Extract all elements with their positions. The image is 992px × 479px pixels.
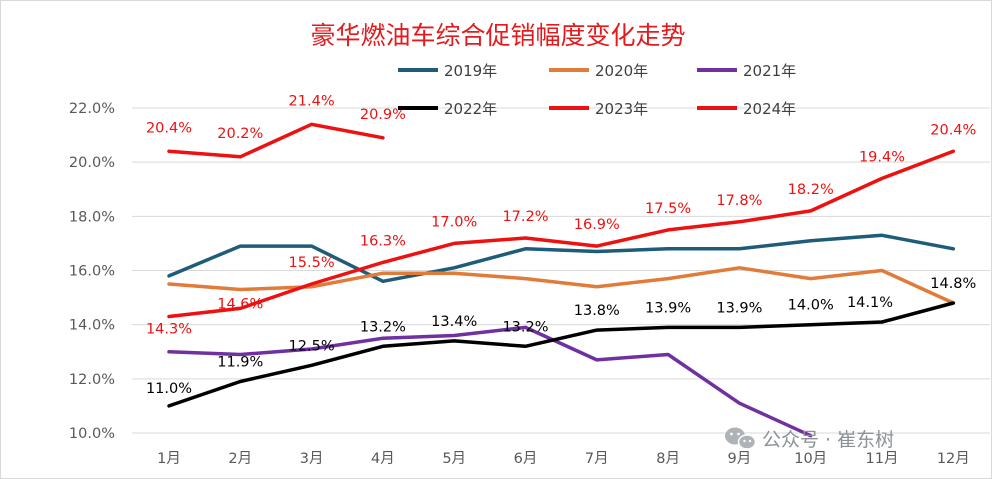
series-line-4 xyxy=(167,149,956,319)
legend: 2019年 2020年 2021年 2022年 2023年 2024年 xyxy=(398,62,796,118)
wechat-icon xyxy=(725,427,757,450)
data-label: 20.2% xyxy=(217,126,263,142)
x-tick-label: 6月 xyxy=(514,451,538,467)
data-label: 17.8% xyxy=(716,193,762,209)
x-tick-label: 3月 xyxy=(300,451,324,467)
chart-title: 豪华燃油车综合促销幅度变化走势 xyxy=(310,21,685,50)
y-tick-label: 20.0% xyxy=(69,155,115,171)
series-line-5 xyxy=(167,122,385,159)
watermark: 公众号 · 崔东树 xyxy=(725,427,894,451)
y-axis: 10.0% 12.0% 14.0% 16.0% 18.0% 20.0% 22.0% xyxy=(69,101,115,442)
data-label: 13.2% xyxy=(502,319,548,335)
y-tick-label: 16.0% xyxy=(69,264,115,280)
data-label: 13.8% xyxy=(574,303,620,319)
y-tick-label: 18.0% xyxy=(69,209,115,225)
data-label: 13.9% xyxy=(716,300,762,316)
data-label: 14.8% xyxy=(930,276,976,292)
x-tick-label: 5月 xyxy=(442,451,466,467)
data-label: 16.3% xyxy=(360,233,406,249)
data-label: 11.9% xyxy=(217,355,263,371)
legend-label-4: 2023年 xyxy=(595,100,648,118)
data-label: 13.4% xyxy=(431,314,477,330)
x-tick-label: 2月 xyxy=(228,451,252,467)
x-tick-label: 4月 xyxy=(371,451,395,467)
series-line-0 xyxy=(167,233,956,284)
legend-label-2: 2021年 xyxy=(743,62,796,80)
data-label: 20.9% xyxy=(360,107,406,123)
data-label: 14.0% xyxy=(788,298,834,314)
data-label: 14.6% xyxy=(217,296,263,312)
data-label: 18.2% xyxy=(788,182,834,198)
legend-label-0: 2019年 xyxy=(444,62,497,80)
data-label: 17.0% xyxy=(431,214,477,230)
x-tick-label: 8月 xyxy=(656,451,680,467)
data-label: 21.4% xyxy=(289,93,335,109)
x-tick-label: 11月 xyxy=(866,451,899,467)
x-tick-label: 7月 xyxy=(585,451,609,467)
gridlines xyxy=(132,107,990,434)
x-tick-label: 9月 xyxy=(728,451,752,467)
y-tick-label: 14.0% xyxy=(69,318,115,334)
x-tick-label: 10月 xyxy=(794,451,827,467)
watermark-text: 公众号 · 崔东树 xyxy=(762,429,894,451)
data-label: 17.2% xyxy=(502,209,548,225)
y-tick-label: 22.0% xyxy=(69,101,115,117)
y-tick-label: 12.0% xyxy=(69,372,115,388)
legend-label-1: 2020年 xyxy=(595,62,648,80)
data-label: 12.5% xyxy=(289,338,335,354)
data-label: 14.1% xyxy=(847,295,893,311)
x-axis: 1月 2月 3月 4月 5月 6月 7月 8月 9月 10月 11月 12月 xyxy=(157,451,970,467)
data-label: 20.4% xyxy=(146,120,192,136)
series-line-3 xyxy=(167,301,956,408)
series-line-2 xyxy=(167,325,813,438)
data-label: 15.5% xyxy=(289,255,335,271)
legend-label-3: 2022年 xyxy=(444,100,497,118)
x-tick-label: 1月 xyxy=(157,451,181,467)
y-tick-label: 10.0% xyxy=(69,426,115,442)
legend-label-5: 2024年 xyxy=(743,100,796,118)
data-label: 17.5% xyxy=(645,201,691,217)
data-label: 19.4% xyxy=(859,149,905,165)
data-label: 16.9% xyxy=(574,217,620,233)
data-label: 13.9% xyxy=(645,300,691,316)
data-labels: 11.0% 11.9% 12.5% 13.2% 13.4% 13.2% 13.8% 13.9%… xyxy=(146,93,976,397)
data-label: 20.4% xyxy=(930,122,976,138)
data-label: 14.3% xyxy=(146,322,192,338)
data-label: 11.0% xyxy=(146,381,192,397)
series-lines xyxy=(167,122,956,438)
x-tick-label: 12月 xyxy=(937,451,970,467)
data-label: 13.2% xyxy=(360,319,406,335)
